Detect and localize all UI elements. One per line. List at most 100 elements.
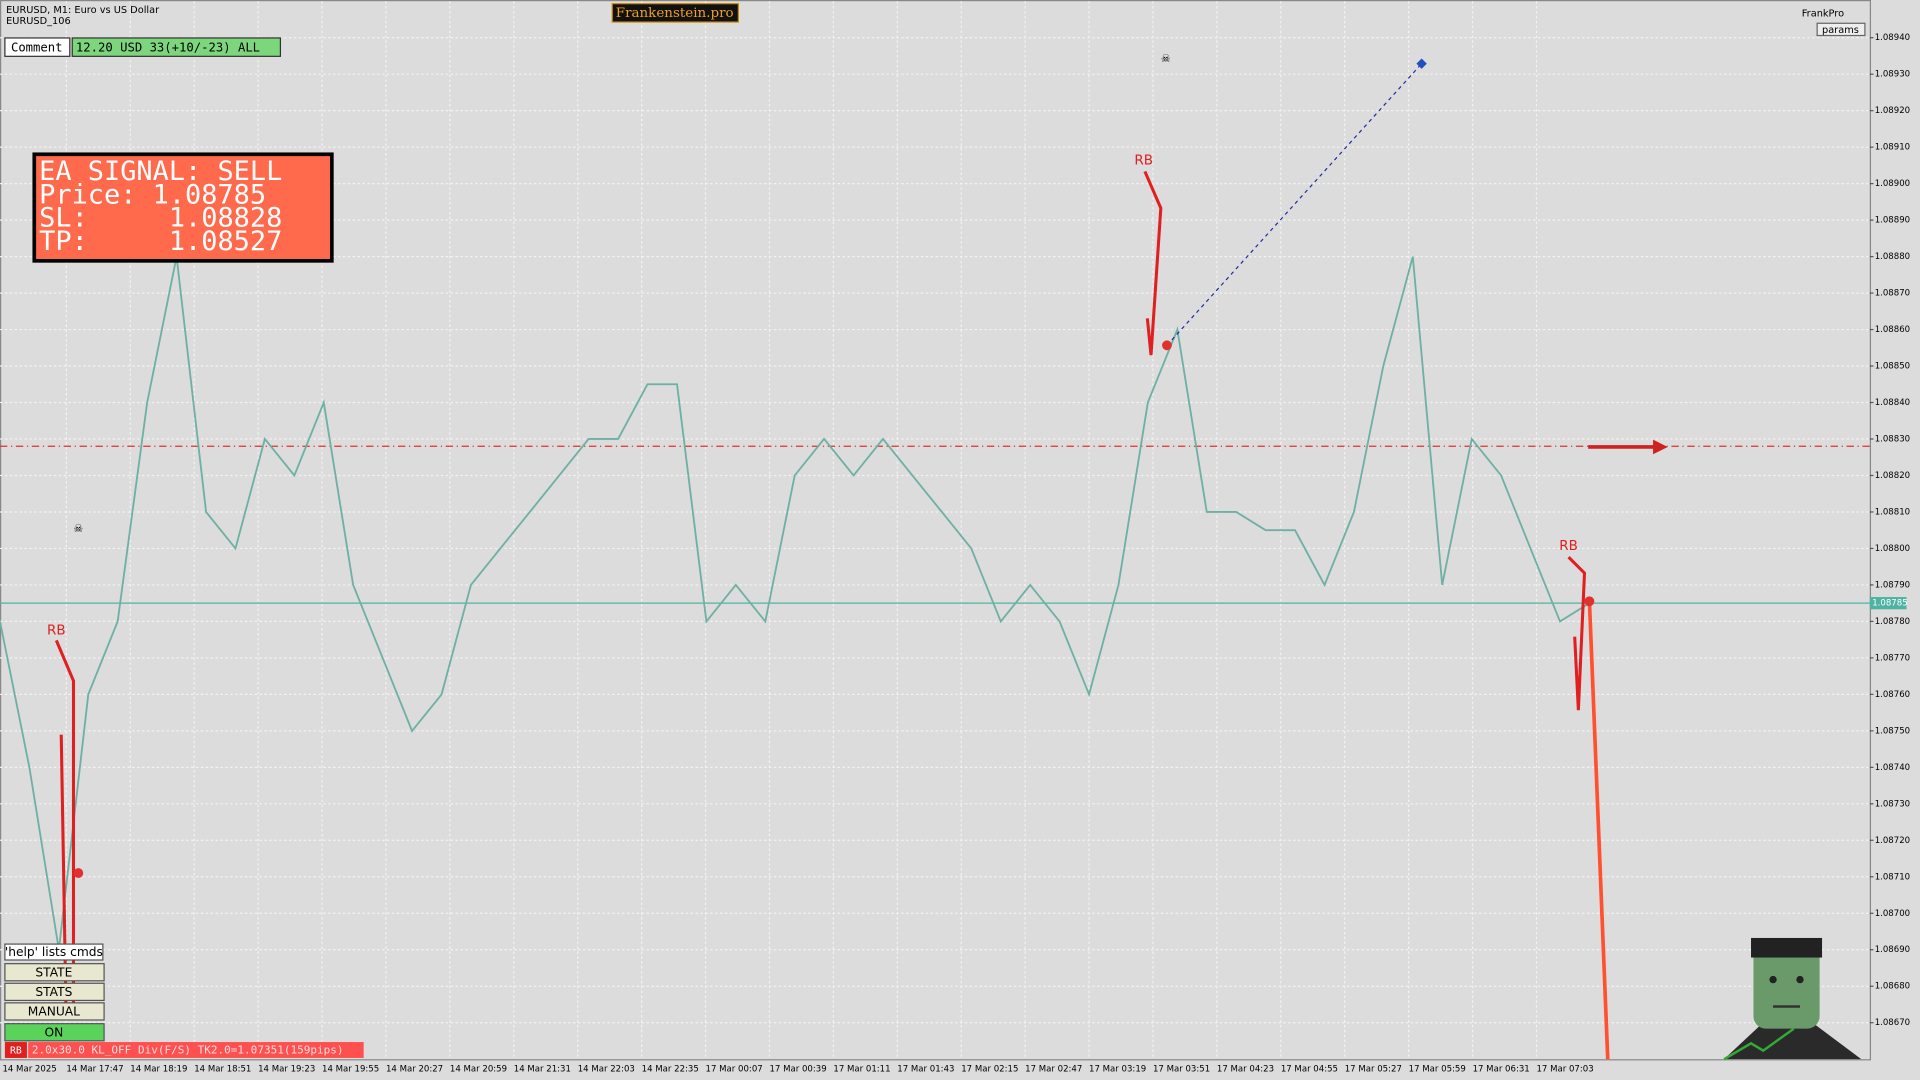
y-tick-label: 1.08810: [1875, 507, 1910, 517]
price-line: [0, 256, 1590, 950]
user: FrankPro: [1802, 8, 1844, 19]
state-button[interactable]: [4, 963, 105, 982]
skull-icon: ☠: [1161, 52, 1171, 65]
x-tick-label: 17 Mar 06:31: [1473, 1064, 1530, 1074]
comment-label: Comment: [11, 40, 63, 54]
rb-pattern: [1567, 556, 1587, 711]
signal-line: Price: 1.08785: [39, 179, 266, 210]
y-tick-label: 1.08910: [1875, 143, 1910, 153]
x-tick-label: 14 Mar 18:19: [130, 1064, 187, 1074]
x-tick-label: 14 Mar 17:47: [66, 1064, 123, 1074]
signal-line: SL: 1.08828: [39, 203, 282, 234]
comment-value: 12.20 USD 33(+10/-23) ALL: [76, 40, 260, 54]
status-box: [28, 1042, 364, 1058]
status-text: 2.0x30.0 KL_OFF Div(F/S) TK2.0=1.07351(1…: [32, 1044, 344, 1057]
manual-label[interactable]: MANUAL: [28, 1005, 80, 1019]
y-tick-label: 1.08790: [1875, 580, 1910, 590]
x-tick-label: 17 Mar 00:39: [769, 1064, 826, 1074]
on-button[interactable]: [4, 1023, 105, 1042]
manual-button[interactable]: [4, 1002, 105, 1021]
comment-label-box: [4, 37, 71, 57]
x-tick-label: 14 Mar 20:27: [386, 1064, 443, 1074]
x-tick-label: 17 Mar 00:07: [706, 1064, 763, 1074]
y-tick-label: 1.08710: [1875, 872, 1910, 882]
y-tick-label: 1.08850: [1875, 362, 1910, 372]
x-tick-label: 17 Mar 04:23: [1217, 1064, 1274, 1074]
x-tick-label: 14 Mar 20:59: [450, 1064, 507, 1074]
y-tick-label: 1.08700: [1875, 909, 1910, 919]
y-tick-label: 1.08720: [1875, 836, 1910, 846]
x-tick-label: 14 Mar 2025: [2, 1064, 56, 1074]
signal-line: TP: 1.08527: [39, 226, 282, 257]
y-tick-label: 1.08730: [1875, 799, 1910, 809]
y-tick-label: 1.08690: [1875, 945, 1910, 955]
x-tick-label: 17 Mar 01:43: [897, 1064, 954, 1074]
params-button[interactable]: [1816, 22, 1866, 37]
y-tick-label: 1.08870: [1875, 289, 1910, 299]
x-tick-label: 14 Mar 19:55: [322, 1064, 379, 1074]
y-tick-label: 1.08780: [1875, 617, 1910, 627]
x-tick-label: 17 Mar 03:19: [1089, 1064, 1146, 1074]
comment-value-box: [71, 37, 282, 57]
y-tick-label: 1.08890: [1875, 216, 1910, 226]
y-tick-label: 1.08800: [1875, 544, 1910, 554]
entry-marker: [1584, 596, 1595, 607]
y-tick-label: 1.08820: [1875, 471, 1910, 481]
y-tick-label: 1.08750: [1875, 726, 1910, 736]
entry-marker: [73, 868, 84, 878]
y-tick-label: 1.08680: [1875, 982, 1910, 992]
price-tag: [1869, 597, 1907, 610]
plot-frame: [0, 0, 1872, 1061]
y-tick-label: 1.08770: [1875, 653, 1910, 663]
entry-marker: [1162, 340, 1172, 351]
help-box: [4, 943, 104, 961]
signal-line: EA SIGNAL: SELL: [39, 156, 282, 187]
x-tick-label: 14 Mar 22:03: [578, 1064, 635, 1074]
y-tick-label: 1.08920: [1875, 106, 1910, 116]
symbol: EURUSD, M1: Euro vs US Dollar: [6, 5, 160, 16]
x-tick-label: 14 Mar 21:31: [514, 1064, 571, 1074]
y-tick-label: 1.08860: [1875, 325, 1910, 335]
x-tick-label: 17 Mar 02:47: [1025, 1064, 1082, 1074]
x-tick-label: 14 Mar 19:23: [258, 1064, 315, 1074]
y-tick-label: 1.08900: [1875, 179, 1910, 189]
brand[interactable]: Frankenstein.pro: [616, 6, 734, 21]
x-tick-label: 17 Mar 05:27: [1345, 1064, 1402, 1074]
rb-label: RB: [1559, 539, 1578, 554]
rb-label: RB: [1134, 153, 1153, 168]
price-tag-label: 1.08785: [1872, 599, 1907, 609]
y-tick-label: 1.08940: [1875, 33, 1910, 43]
y-tick-label: 1.08760: [1875, 690, 1910, 700]
x-tick-label: 17 Mar 01:11: [833, 1064, 890, 1074]
y-tick-label: 1.08880: [1875, 252, 1910, 262]
rb-pattern: [1143, 170, 1163, 356]
x-tick-label: 17 Mar 03:51: [1153, 1064, 1210, 1074]
state-label[interactable]: STATE: [35, 965, 72, 979]
arrow-head: [1653, 439, 1668, 455]
mascot: [1723, 937, 1862, 1061]
status-tag-box: [4, 1042, 27, 1058]
params-label[interactable]: params: [1822, 25, 1859, 36]
account: EURUSD_106: [6, 16, 71, 27]
y-tick-label: 1.08830: [1875, 435, 1910, 445]
status-tag: RB: [10, 1046, 22, 1057]
x-tick-label: 17 Mar 04:55: [1281, 1064, 1338, 1074]
y-tick-label: 1.08930: [1875, 70, 1910, 80]
y-tick-label: 1.08670: [1875, 1018, 1910, 1028]
stats-label[interactable]: STATS: [35, 985, 72, 999]
help-text: 'help' lists cmds: [5, 945, 103, 959]
x-tick-label: 17 Mar 02:15: [961, 1064, 1018, 1074]
tp-projection: [1587, 599, 1610, 1060]
stats-button[interactable]: [4, 982, 105, 1002]
signal-box: [32, 152, 334, 263]
brand-box: [611, 3, 739, 23]
rb-label: RB: [47, 624, 66, 639]
x-tick-label: 14 Mar 22:35: [642, 1064, 699, 1074]
x-tick-label: 14 Mar 18:51: [194, 1064, 251, 1074]
y-tick-label: 1.08840: [1875, 398, 1910, 408]
on-label[interactable]: ON: [44, 1025, 63, 1039]
skull-icon: ☠: [73, 522, 83, 535]
x-tick-label: 17 Mar 05:59: [1409, 1064, 1466, 1074]
y-tick-label: 1.08740: [1875, 763, 1910, 773]
